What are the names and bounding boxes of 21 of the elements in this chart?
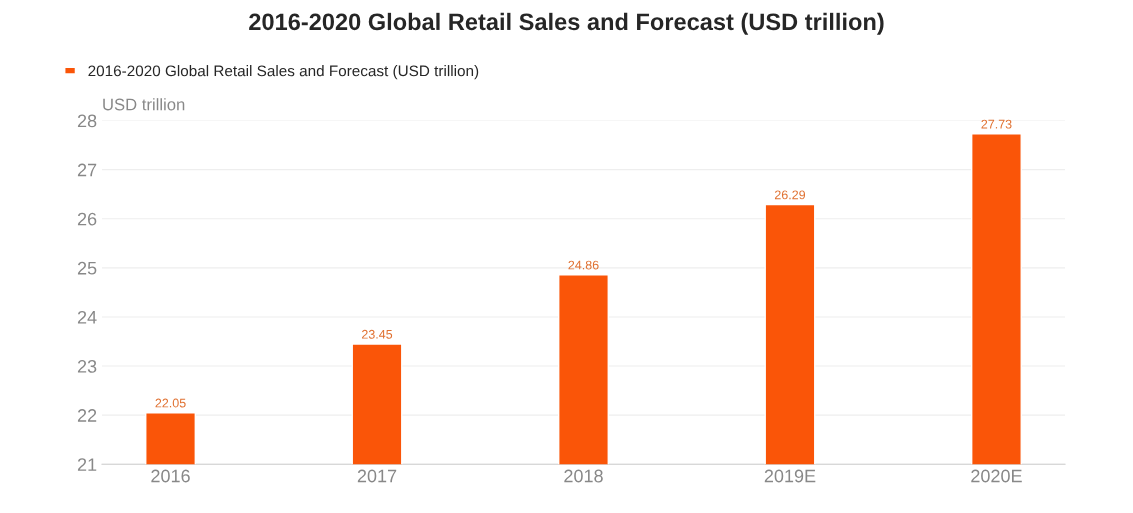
x-tick-label: 2017 [357,469,397,483]
x-tick-label: 2020E [971,469,1022,483]
data-label: 24.86 [568,260,599,270]
y-tick-label: 27 [77,163,97,177]
data-label: 27.73 [981,119,1012,129]
data-label: 23.45 [362,329,393,339]
y-tick-label: 26 [77,212,97,226]
y-tick-label: 22 [77,409,97,422]
x-tick-label: 2016 [151,469,190,483]
data-label: 22.05 [155,398,186,408]
y-tick-label: 28 [77,114,97,128]
y-tick-label: 23 [77,360,97,373]
x-tick-label: 2018 [564,469,603,483]
y-axis-title: USD trillion [103,98,185,111]
data-label: 26.29 [774,190,806,200]
x-tick-label: 2019E [764,469,816,483]
legend-label: 2016-2020 Global Retail Sales and Forecast (USD trillion) [88,65,479,80]
chart-title: 2016-2020 Global Retail Sales and Forecast (USD trillion) [249,12,884,35]
y-tick-label: 21 [77,458,97,471]
y-tick-label: 25 [77,261,97,275]
y-tick-label: 24 [77,310,97,324]
